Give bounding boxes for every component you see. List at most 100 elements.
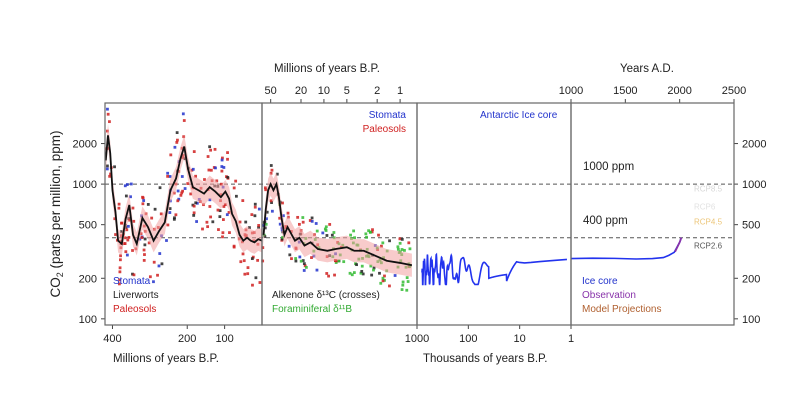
y-axis-title-rest: (parts per million, ppm) <box>48 130 63 272</box>
proxy-point-cenozoic <box>278 216 282 220</box>
proxy-point-cenozoic <box>301 216 305 219</box>
proxy-point-cenozoic <box>269 171 273 175</box>
proxy-point-paleozoic <box>182 135 186 139</box>
proxy-point-paleozoic <box>221 156 224 160</box>
proxy-point-paleozoic <box>128 218 132 222</box>
proxy-point-cenozoic <box>304 265 308 269</box>
proxy-point-paleozoic <box>140 236 144 239</box>
proxy-point-paleozoic <box>253 202 257 206</box>
proxy-point-paleozoic <box>141 202 145 206</box>
proxy-point-paleozoic <box>226 157 229 161</box>
proxy-point-paleozoic <box>227 211 231 214</box>
x-tick-label-cenozoic-10: 10 <box>318 85 330 97</box>
proxy-point-paleozoic <box>123 236 127 240</box>
proxy-point-cenozoic <box>310 216 314 220</box>
y-tick-label-right-200: 200 <box>742 273 760 285</box>
proxy-point-paleozoic <box>206 155 210 158</box>
proxy-point-paleozoic <box>222 218 225 221</box>
proxy-point-paleozoic <box>176 199 180 203</box>
legend-modern-observation: Observation <box>582 290 636 301</box>
proxy-point-cenozoic <box>396 247 400 251</box>
proxy-point-cenozoic <box>264 188 268 192</box>
proxy-point-paleozoic <box>208 205 212 208</box>
fit-line-cenozoic <box>262 181 413 267</box>
label-antarctic-ice-core: Antarctic Ice core <box>480 110 558 121</box>
proxy-point-paleozoic <box>221 235 224 239</box>
proxy-point-paleozoic <box>118 282 121 286</box>
x-axis-title-paleozoic-bottom: Millions of years B.P. <box>113 353 219 365</box>
proxy-point-cenozoic <box>342 260 346 264</box>
proxy-point-paleozoic <box>106 107 109 111</box>
proxy-point-paleozoic <box>108 174 112 178</box>
proxy-point-cenozoic <box>353 236 357 240</box>
proxy-point-paleozoic <box>105 167 109 171</box>
proxy-point-cenozoic <box>314 222 318 225</box>
proxy-point-cenozoic <box>361 272 365 276</box>
proxy-point-paleozoic <box>174 213 178 217</box>
y-tick-label-right-1000: 1000 <box>742 179 766 191</box>
proxy-point-cenozoic <box>301 259 305 262</box>
proxy-point-paleozoic <box>131 206 135 210</box>
proxy-point-paleozoic <box>258 281 262 284</box>
proxy-point-cenozoic <box>310 256 313 259</box>
proxy-point-paleozoic <box>143 253 146 256</box>
x-tick-label-modern-1000: 1000 <box>559 85 583 97</box>
proxy-point-paleozoic <box>117 206 121 210</box>
proxy-point-paleozoic <box>157 264 161 268</box>
proxy-point-cenozoic <box>369 264 373 268</box>
legend-cenozoic-stomata: Stomata <box>369 110 407 121</box>
proxy-point-paleozoic <box>152 280 155 284</box>
x-tick-label-paleozoic-400: 400 <box>103 333 121 345</box>
proxy-point-paleozoic <box>124 250 128 254</box>
proxy-point-paleozoic <box>253 214 257 218</box>
y-tick-label-left-100: 100 <box>79 314 97 326</box>
scenario-label-rcp6: RCP6 <box>694 202 716 211</box>
proxy-point-paleozoic <box>143 243 147 247</box>
proxy-point-paleozoic <box>256 258 260 262</box>
proxy-point-cenozoic <box>294 259 298 263</box>
proxy-point-cenozoic <box>380 244 383 248</box>
proxy-point-paleozoic <box>220 165 224 168</box>
proxy-point-paleozoic <box>232 244 236 248</box>
proxy-point-paleozoic <box>195 220 198 223</box>
proxy-point-paleozoic <box>158 252 162 255</box>
proxy-point-paleozoic <box>192 204 196 208</box>
proxy-point-paleozoic <box>120 221 124 225</box>
proxy-point-paleozoic <box>125 183 129 186</box>
panel-frame-modern <box>570 102 735 326</box>
proxy-point-cenozoic <box>381 241 385 245</box>
proxy-point-cenozoic <box>350 273 354 277</box>
x-tick-label-pleistocene-1000: 1000 <box>405 333 429 345</box>
proxy-point-paleozoic <box>248 226 251 230</box>
proxy-point-paleozoic <box>215 179 219 183</box>
y-tick-label-left-500: 500 <box>79 220 97 232</box>
legend-modern-model-projections: Model Projections <box>582 304 661 315</box>
proxy-point-paleozoic <box>181 189 184 193</box>
scenario-label-rcp85: RCP8.5 <box>694 185 723 194</box>
proxy-point-paleozoic <box>253 205 257 209</box>
proxy-point-paleozoic <box>216 208 220 212</box>
proxy-point-paleozoic <box>179 193 183 197</box>
x-tick-label-cenozoic-20: 20 <box>295 85 307 97</box>
proxy-point-paleozoic <box>241 252 245 256</box>
proxy-point-cenozoic <box>388 239 391 243</box>
proxy-point-paleozoic <box>114 233 117 236</box>
proxy-point-paleozoic <box>234 194 238 198</box>
proxy-point-paleozoic <box>150 216 154 220</box>
proxy-point-cenozoic <box>265 217 268 221</box>
proxy-point-paleozoic <box>106 112 110 116</box>
proxy-point-paleozoic <box>129 195 132 199</box>
proxy-point-paleozoic <box>220 182 223 186</box>
panel-frame-pleistocene <box>416 102 572 326</box>
proxy-point-paleozoic <box>142 259 146 262</box>
x-tick-label-paleozoic-100: 100 <box>215 333 233 345</box>
proxy-point-paleozoic <box>209 148 213 152</box>
proxy-point-cenozoic <box>270 201 273 204</box>
proxy-point-paleozoic <box>160 262 164 266</box>
proxy-point-cenozoic <box>401 280 405 284</box>
proxy-point-paleozoic <box>192 213 196 217</box>
proxy-point-paleozoic <box>208 198 212 202</box>
legend-cenozoic-foraminiferal: Foraminiferal δ¹¹B <box>272 304 352 315</box>
proxy-point-paleozoic <box>222 166 226 169</box>
